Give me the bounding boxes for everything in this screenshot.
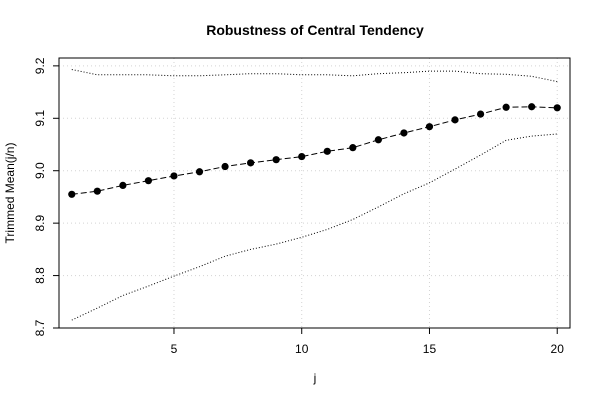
- series-line-trimmed-mean: [71, 106, 558, 195]
- y-tick-label: 9.1: [33, 110, 47, 127]
- y-tick-label: 8.8: [33, 267, 47, 284]
- data-point: [553, 104, 561, 112]
- data-point: [400, 129, 408, 137]
- series-line-lower-bound: [71, 133, 558, 321]
- y-axis-label: Trimmed Mean(j/n): [3, 143, 17, 244]
- y-tick-label: 8.9: [33, 214, 47, 231]
- data-point: [528, 103, 536, 111]
- series-line-upper-bound: [71, 69, 558, 83]
- x-tick-label: 15: [423, 342, 437, 356]
- data-point: [221, 162, 229, 171]
- data-point: [476, 110, 485, 118]
- series: [68, 69, 561, 321]
- data-point: [170, 172, 178, 180]
- data-point: [144, 177, 153, 185]
- data-point: [68, 190, 76, 198]
- data-point: [425, 123, 434, 131]
- x-tick-label: 10: [295, 342, 309, 356]
- data-point: [323, 147, 331, 155]
- grid: [59, 58, 570, 329]
- x-tick-label: 5: [171, 342, 178, 356]
- data-point: [119, 181, 127, 189]
- data-point: [298, 152, 306, 161]
- x-axis-label: j: [313, 371, 317, 385]
- data-point: [502, 103, 510, 111]
- axes: 5 10 15 20 8.7 8.8 8.9 9.0 9.1 9.2: [33, 57, 564, 356]
- data-point: [93, 187, 101, 195]
- data-point: [374, 136, 382, 144]
- y-tick-label: 9.2: [33, 57, 47, 74]
- data-point: [349, 144, 357, 152]
- x-tick-label: 20: [551, 342, 565, 356]
- chart-title: Robustness of Central Tendency: [206, 22, 424, 38]
- y-tick-label: 8.7: [33, 319, 47, 336]
- data-point: [195, 168, 204, 176]
- y-tick-label: 9.0: [33, 162, 47, 179]
- data-point: [272, 156, 280, 164]
- plot-frame: [58, 57, 571, 329]
- data-point: [451, 116, 459, 124]
- data-point: [247, 159, 255, 167]
